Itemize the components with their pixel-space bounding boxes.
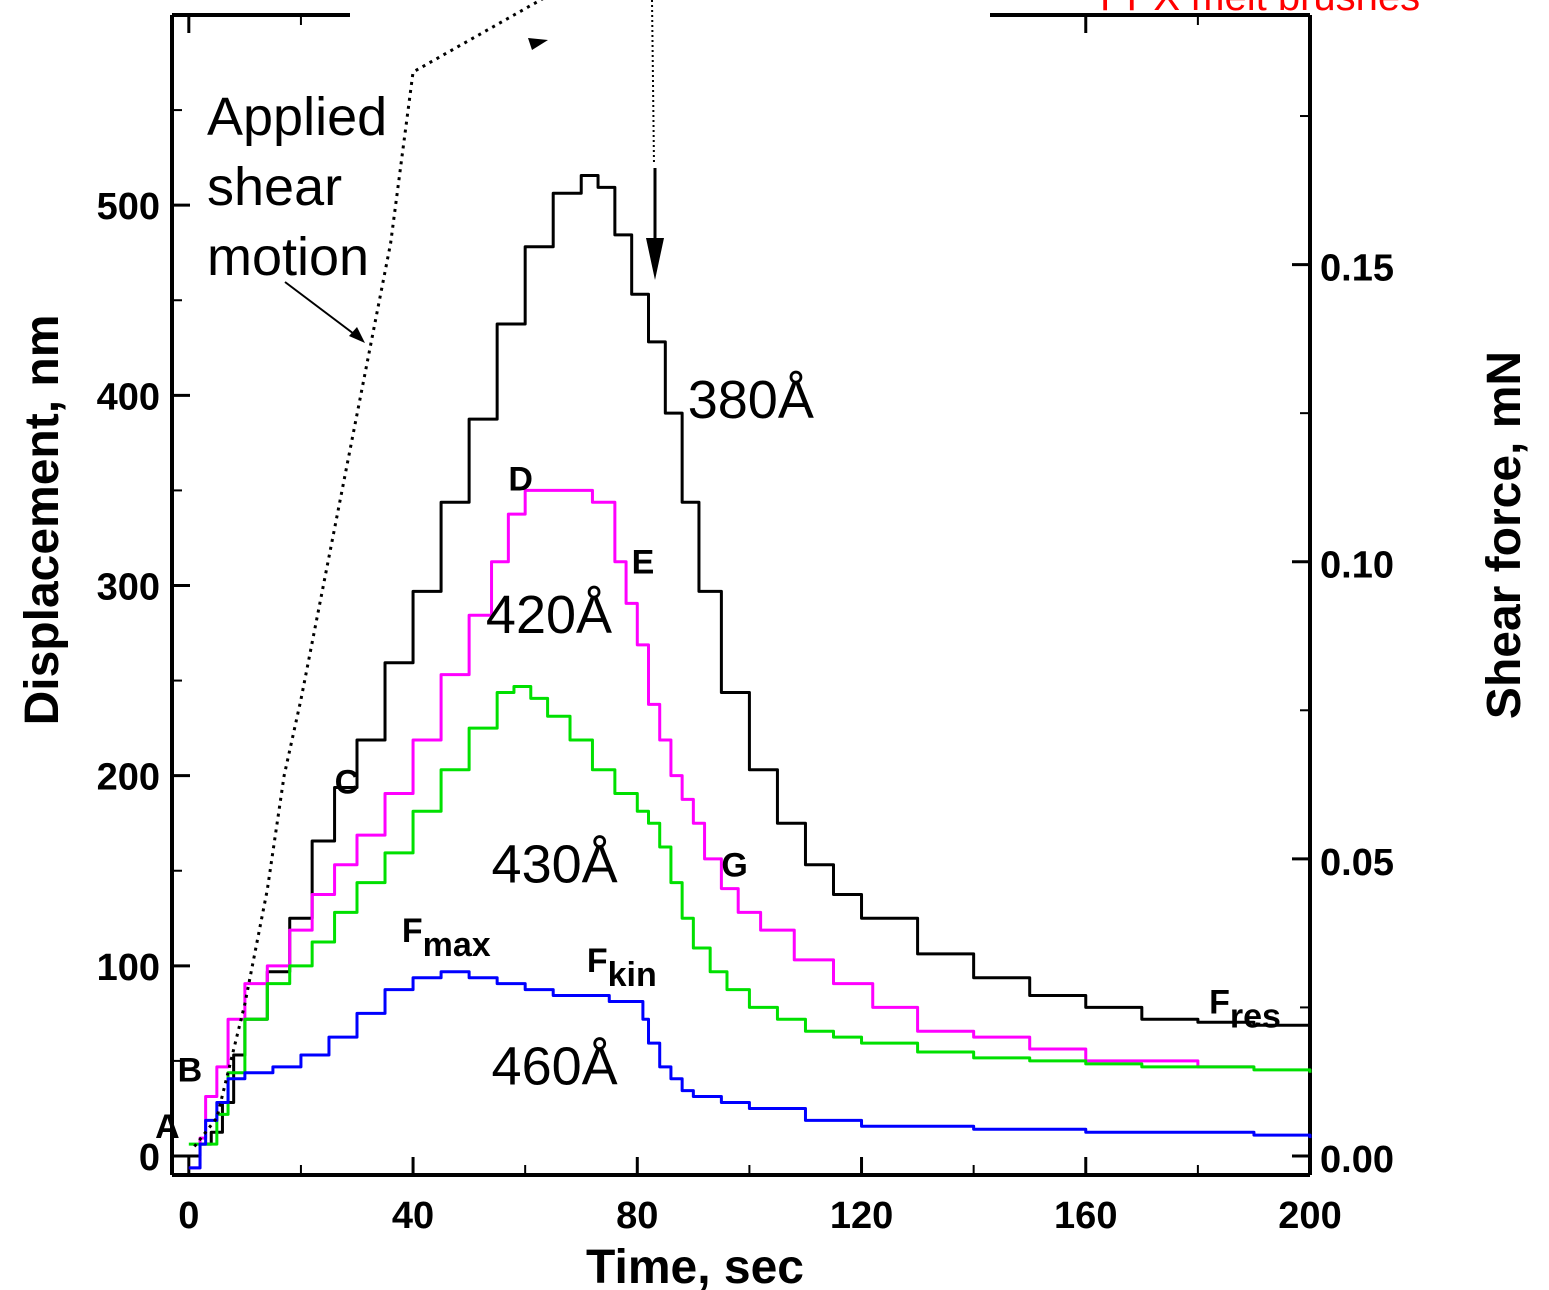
x-tick-label: 0: [178, 1195, 199, 1237]
y2-tick-label: 0.05: [1320, 842, 1394, 884]
point-label-d: D: [508, 460, 533, 498]
point-label-f-kin: Fkin: [587, 942, 657, 994]
point-label-b: B: [178, 1052, 203, 1090]
point-label-f-res: Fres: [1209, 983, 1281, 1035]
y2-tick-label: 0.15: [1320, 248, 1394, 290]
x-axis-title: Time, sec: [586, 1241, 804, 1290]
point-label-c: C: [335, 763, 360, 801]
series-460-line: [188, 970, 1312, 1170]
x-tick-label: 80: [616, 1195, 658, 1237]
point-label-a: A: [155, 1108, 180, 1146]
y-tick-label: 0: [139, 1137, 160, 1179]
series-430-line: [188, 685, 1312, 1146]
y-tick-label: 500: [97, 186, 160, 228]
applied-label-line: Applied: [207, 87, 387, 147]
axis-ticks: [172, 15, 1312, 1175]
applied-pointer-arrow: [284, 281, 363, 341]
y2-tick-label: 0.00: [1320, 1139, 1394, 1181]
label-380: 380Å: [688, 370, 814, 430]
y2-tick-label: 0.10: [1320, 545, 1394, 587]
label-460: 460Å: [492, 1037, 618, 1097]
x-tick-label: 40: [392, 1195, 434, 1237]
x-tick-label: 120: [830, 1195, 893, 1237]
label-430: 430Å: [492, 835, 618, 895]
down-arrow-head: [646, 238, 664, 280]
applied-motion-line: [193, 0, 544, 1148]
x-tick-label: 160: [1054, 1195, 1117, 1237]
down-arrow-guide: [651, 0, 655, 166]
applied-label-line: shear: [207, 157, 342, 217]
point-label-f-max: Fmax: [402, 912, 491, 964]
series-group: [188, 0, 1312, 1170]
applied-pointer-arrowhead: [349, 327, 365, 343]
motion-direction-arrowhead: [528, 38, 548, 50]
y-tick-label: 400: [97, 376, 160, 418]
y-axis-title: Displacement, nm: [16, 315, 69, 726]
y-tick-label: 100: [97, 947, 160, 989]
point-label-subscript: max: [423, 926, 491, 964]
point-label-g: G: [721, 847, 747, 885]
point-label-e: E: [632, 544, 655, 582]
y-tick-label: 200: [97, 757, 160, 799]
tick-labels: 0 40 80 120 160 200 0 100 200 300 400 500 0.00 0.05 0.…: [97, 186, 1394, 1237]
point-label-subscript: res: [1230, 997, 1281, 1035]
plot-frame: [170, 13, 1312, 1177]
y2-axis-title: Shear force, mN: [1478, 351, 1531, 719]
y-tick-label: 300: [97, 566, 160, 608]
x-tick-label: 200: [1278, 1195, 1341, 1237]
arrows: [284, 0, 664, 343]
series-420-line: [188, 488, 1254, 1170]
point-label-subscript: kin: [608, 956, 657, 994]
label-420: 420Å: [486, 585, 612, 645]
applied-label-line: motion: [207, 227, 369, 287]
annotations: 380Å 420Å 430Å 460Å AB C D E G Fmax Fkin Fres Applie…: [155, 87, 1281, 1146]
